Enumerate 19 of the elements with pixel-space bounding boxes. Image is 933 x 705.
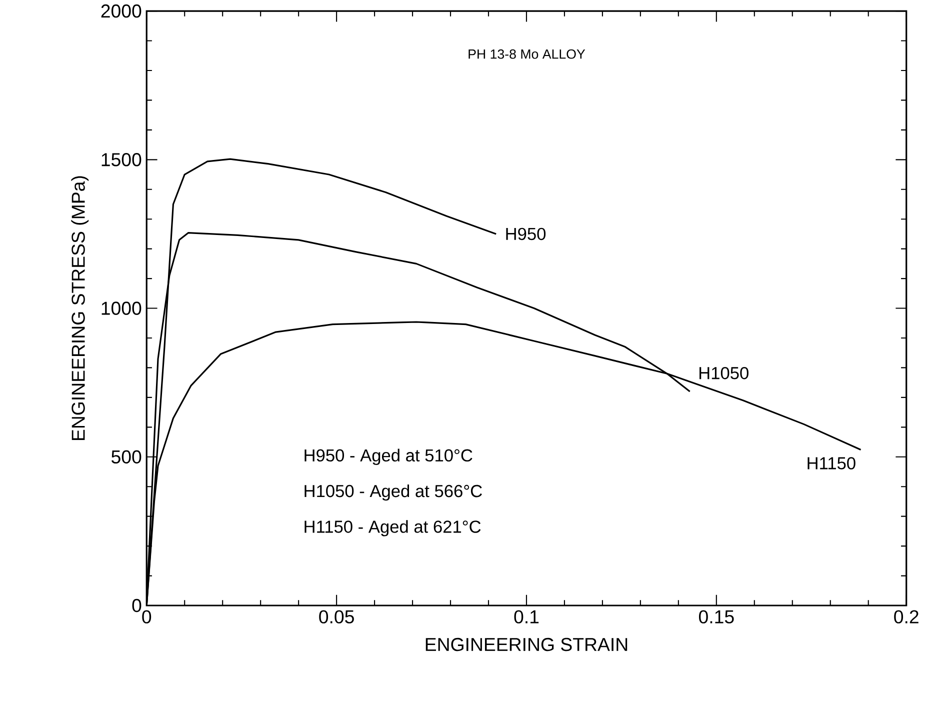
y-tick-label: 1000 <box>102 301 142 315</box>
series-label: H950 <box>506 228 546 240</box>
series-label: H1050 <box>700 366 748 379</box>
x-tick-label: 0.05 <box>319 610 354 624</box>
x-tick-label: 0.1 <box>514 610 539 624</box>
annotation: H1050 - Aged at 566°C <box>304 484 482 500</box>
y-tick-label: 0 <box>132 598 142 612</box>
x-tick-label: 0 <box>142 610 152 624</box>
y-tick-label: 500 <box>112 450 142 464</box>
text: PH 13-8 Mo ALLOY <box>468 49 586 59</box>
legend-label: H1150 <box>808 456 856 470</box>
annotation: H1150 - Aged at 621°C <box>304 520 481 536</box>
y-tick-label: 1500 <box>102 152 142 166</box>
annotation: H950 - Aged at 510°C <box>304 448 472 465</box>
y-tick-label: 2000 <box>101 4 142 18</box>
x-axis-title: ENGINEERING STRAIN <box>426 638 628 651</box>
x-tick-label: 0.2 <box>894 610 918 624</box>
x-tick-label: 0.15 <box>698 610 734 624</box>
y-axis-title: ENGINEERING STRESS (MPa) <box>71 176 89 440</box>
